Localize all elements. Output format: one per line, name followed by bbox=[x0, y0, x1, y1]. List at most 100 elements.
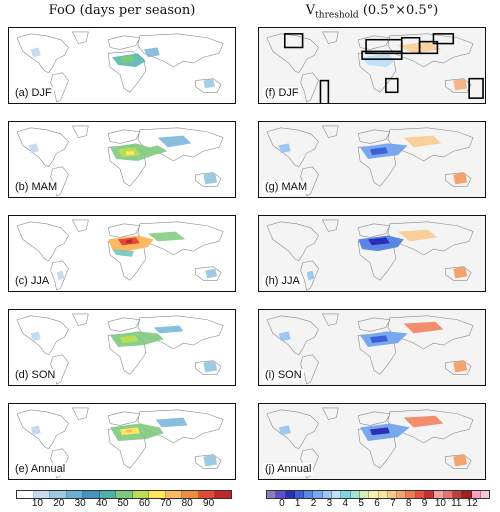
foo-shading-d bbox=[30, 325, 218, 373]
colorbar-left-swatch bbox=[50, 491, 67, 498]
panel-label-h: (h) JJA bbox=[263, 275, 302, 288]
colorbar-right-ticks: 0 1 2 3 4 5 6 7 8 9 10 11 12 bbox=[266, 498, 488, 510]
colorbar-right-tick-label: 6 bbox=[374, 498, 380, 509]
panel-label-c: (c) JJA bbox=[13, 275, 52, 288]
colorbar-left-tick-label: 90 bbox=[203, 498, 215, 509]
colorbar-left-swatch bbox=[116, 491, 133, 498]
colorbar-left-swatch bbox=[165, 491, 183, 498]
colorbar-right-tick-label: 11 bbox=[451, 498, 462, 509]
colorbar-left-tick-label: 60 bbox=[138, 498, 150, 509]
colorbar-left-tick-label: 70 bbox=[160, 498, 172, 509]
vthreshold-shading-j bbox=[278, 415, 468, 467]
colorbar-left-tick-label: 80 bbox=[181, 498, 193, 509]
vthreshold-shading-i bbox=[278, 321, 468, 373]
colorbar-left-swatch bbox=[33, 491, 51, 498]
colorbar-right-swatch bbox=[425, 491, 435, 498]
colorbar-right-tick-label: 4 bbox=[342, 498, 349, 509]
colorbar-right-swatch bbox=[322, 491, 333, 498]
right-column-title: Vthreshold (0.5°×0.5°) bbox=[258, 3, 486, 23]
colorbar-right-tick-label: 5 bbox=[358, 498, 364, 509]
colorbar-right-tick-label: 12 bbox=[466, 498, 478, 509]
colorbar-left-swatch bbox=[132, 491, 150, 498]
map-panel-d-son: (d) SON bbox=[8, 309, 236, 386]
panel-label-i: (i) SON bbox=[263, 369, 304, 382]
colorbar-left-tick-label: 50 bbox=[117, 498, 129, 509]
map-panel-e-annual: (e) Annual bbox=[8, 403, 236, 480]
vthreshold-shading-h bbox=[306, 229, 468, 281]
left-column-title: FoO (days per season) bbox=[48, 3, 196, 18]
colorbar-right bbox=[266, 490, 490, 499]
colorbar-right-swatch bbox=[350, 491, 360, 498]
colorbar-left-swatch bbox=[182, 491, 199, 498]
colorbar-left bbox=[16, 490, 232, 499]
panel-label-b: (b) MAM bbox=[13, 181, 60, 194]
box-5 bbox=[418, 40, 439, 55]
colorbar-left-swatch bbox=[99, 491, 117, 498]
colorbar-right-swatch bbox=[378, 491, 388, 498]
panel-label-g: (g) MAM bbox=[263, 181, 310, 194]
colorbar-left-swatch bbox=[17, 491, 34, 498]
map-panel-h-jja: (h) JJA bbox=[258, 215, 486, 292]
map-panel-i-son: (i) SON bbox=[258, 309, 486, 386]
right-title-sub: threshold bbox=[315, 10, 359, 21]
box-8 bbox=[468, 77, 484, 99]
colorbar-right-tick-label: 1 bbox=[294, 498, 301, 509]
colorbar-left-swatch bbox=[215, 491, 231, 498]
right-title-main: V bbox=[305, 3, 316, 18]
colorbar-right-swatch bbox=[387, 491, 398, 498]
colorbar-right-swatch bbox=[471, 491, 481, 498]
map-panel-c-jja: (c) JJA bbox=[8, 215, 236, 292]
box-6 bbox=[432, 33, 455, 45]
map-panel-b-mam: (b) MAM bbox=[8, 121, 236, 198]
colorbar-left-swatch bbox=[83, 491, 100, 498]
colorbar-right-swatch bbox=[452, 491, 463, 498]
foo-shading-e bbox=[30, 417, 218, 467]
colorbar-right-swatch bbox=[415, 491, 426, 498]
colorbar-right-swatch bbox=[397, 491, 407, 498]
colorbar-left-tick-label: 10 bbox=[31, 498, 43, 509]
colorbar-right-swatch bbox=[332, 491, 342, 498]
highlight-boxes-f bbox=[283, 33, 484, 103]
colorbar-right-tick-label: 7 bbox=[390, 498, 396, 509]
map-panel-j-annual: (j) Annual bbox=[258, 403, 486, 480]
colorbar-right-tick-label: 8 bbox=[405, 498, 412, 509]
colorbar-right-tick-label: 9 bbox=[421, 498, 428, 509]
box-3 bbox=[361, 50, 403, 60]
colorbar-left-tick-label: 40 bbox=[96, 498, 108, 509]
colorbar-right-tick-label: 10 bbox=[434, 498, 446, 509]
map-panel-f-djf: (f) DJF bbox=[258, 27, 486, 104]
colorbar-right-swatch bbox=[434, 491, 444, 498]
colorbar-right-swatch bbox=[462, 491, 472, 498]
box-9 bbox=[319, 79, 330, 103]
vthreshold-shading-g bbox=[278, 135, 468, 185]
colorbar-left-swatch bbox=[66, 491, 84, 498]
colorbar-right-tick-label: 2 bbox=[310, 498, 317, 509]
foo-shading-a bbox=[30, 47, 216, 89]
panel-label-e: (e) Annual bbox=[13, 463, 68, 476]
panel-label-d: (d) SON bbox=[13, 369, 58, 382]
panel-label-a: (a) DJF bbox=[13, 87, 54, 100]
colorbar-left-ticks: 10 20 30 40 50 60 70 80 90 bbox=[16, 498, 230, 510]
colorbar-left-swatch bbox=[198, 491, 216, 498]
vthreshold-shading-f bbox=[362, 41, 468, 91]
foo-shading-c bbox=[56, 231, 218, 281]
colorbar-right-swatch bbox=[276, 491, 286, 498]
panel-label-j: (j) Annual bbox=[263, 463, 314, 476]
colorbar-right-swatch bbox=[480, 491, 490, 498]
map-panel-a-djf: (a) DJF bbox=[8, 27, 236, 104]
colorbar-right-swatch bbox=[369, 491, 379, 498]
colorbar-right-swatch bbox=[341, 491, 351, 498]
map-panel-g-mam: (g) MAM bbox=[258, 121, 486, 198]
colorbar-right-tick-label: 3 bbox=[326, 498, 333, 509]
colorbar-right-swatch bbox=[267, 491, 277, 498]
colorbar-right-swatch bbox=[443, 491, 453, 498]
colorbar-left-swatch bbox=[149, 491, 166, 498]
panel-label-f: (f) DJF bbox=[263, 87, 301, 100]
colorbar-left-tick-label: 20 bbox=[53, 498, 65, 509]
colorbar-right-swatch bbox=[304, 491, 314, 498]
foo-shading-b bbox=[28, 135, 218, 185]
colorbar-right-swatch bbox=[294, 491, 305, 498]
right-title-suffix: (0.5°×0.5°) bbox=[358, 3, 439, 18]
colorbar-left-tick-label: 30 bbox=[74, 498, 86, 509]
colorbar-right-swatch bbox=[313, 491, 323, 498]
